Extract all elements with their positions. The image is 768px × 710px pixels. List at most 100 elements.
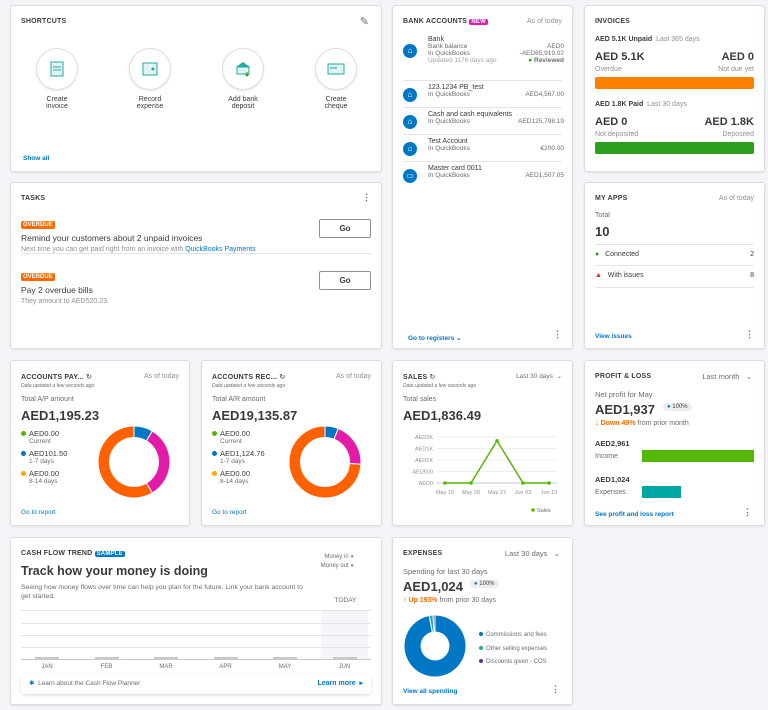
not-due-amount[interactable]: AED 0 — [721, 51, 754, 63]
ar-donut-chart[interactable] — [288, 425, 362, 499]
donut-slice[interactable] — [403, 614, 467, 678]
overdue-bar[interactable] — [595, 77, 754, 89]
arrow-up-icon: ↑ — [403, 597, 407, 604]
value: AED1,507.05 — [525, 172, 564, 179]
not-due-label: Not due yet — [718, 66, 754, 73]
bank-account-row[interactable]: ⌂ 123.1234 PB_test In QuickBooks AED4,567.… — [403, 84, 564, 106]
sales-point[interactable] — [469, 481, 473, 485]
updated-note: Data updated a few seconds ago — [21, 383, 95, 389]
bank-account-row[interactable]: ▭ Master card 0011 In QuickBooks AED1,507.… — [403, 165, 564, 187]
go-button[interactable]: Go — [319, 271, 371, 290]
play-arrow-icon: ▸ — [359, 680, 363, 687]
sales-point[interactable] — [547, 481, 551, 485]
legend-item[interactable]: AED0.00 8-14 days — [21, 469, 67, 485]
legend-item[interactable]: Commissions and fees — [479, 629, 547, 643]
legend-item[interactable]: AED1,124.76 1-7 days — [212, 449, 265, 465]
legend-item[interactable]: AED101.50 1-7 days — [21, 449, 67, 465]
more-options-icon[interactable]: ⋮ — [362, 192, 371, 202]
more-options-icon[interactable]: ⋮ — [745, 329, 754, 339]
task-item: OVERDUE Remind your customers about 2 un… — [21, 213, 256, 253]
banner-text: Learn about the Cash Flow Planner — [38, 680, 141, 687]
shortcut-record-expense[interactable]: Record expense — [120, 96, 180, 110]
more-options-icon[interactable]: ⋮ — [743, 507, 752, 517]
deposited-amount[interactable]: AED 1.8K — [704, 116, 754, 128]
period: Last 30 days — [647, 101, 687, 108]
ap-donut-chart[interactable] — [97, 425, 171, 499]
see-pl-report-link[interactable]: See profit and loss report — [595, 511, 674, 518]
dot-icon — [479, 659, 483, 663]
period-dropdown[interactable]: Last 30 days ⌄ — [505, 549, 560, 558]
legend-item[interactable]: AED0.00 Current — [212, 429, 265, 445]
label: Connected — [605, 251, 639, 258]
cheque-icon[interactable] — [315, 48, 357, 90]
amount: AED0.00 — [29, 469, 60, 478]
shortcut-add-bank-deposit[interactable]: Add bank deposit — [213, 96, 273, 110]
percent-badge: ● 100% — [470, 580, 499, 588]
donut-slice[interactable] — [145, 430, 171, 494]
go-to-registers-link[interactable]: Go to registers ⌄ — [408, 334, 462, 342]
donut-slice[interactable] — [288, 425, 362, 499]
as-of: As of today — [335, 373, 371, 380]
label: Add bank — [228, 96, 258, 103]
donut-slice[interactable] — [432, 614, 436, 633]
pencil-icon[interactable]: ✎ — [359, 16, 369, 28]
card-title: MY APPS — [595, 195, 628, 202]
go-button[interactable]: Go — [319, 219, 371, 238]
expenses-donut-chart[interactable] — [403, 614, 467, 678]
go-to-report-link[interactable]: Go to report — [212, 509, 247, 516]
bank-account-row[interactable]: ⌂ Test Account In QuickBooks €200.00 — [403, 138, 564, 160]
go-to-report-link[interactable]: Go to report — [21, 509, 56, 516]
chevron-down-icon: ⌄ — [456, 335, 462, 342]
deposited-bar[interactable] — [595, 142, 754, 154]
expense-icon[interactable] — [129, 48, 171, 90]
shortcut-create-invoice[interactable]: Create invoice — [27, 96, 87, 110]
learn-more-link[interactable]: Learn more ▸ — [317, 674, 363, 694]
shortcut-create-cheque[interactable]: Create cheque — [306, 96, 366, 110]
show-all-link[interactable]: Show all — [23, 155, 50, 162]
bank-account-row[interactable]: ⌂ Cash and cash equivalents In QuickBooks… — [403, 111, 564, 133]
more-options-icon[interactable]: ⋮ — [553, 329, 562, 339]
donut-slice[interactable] — [97, 425, 154, 499]
invoice-icon[interactable] — [36, 48, 78, 90]
x-tick-label: May 20 — [462, 490, 480, 496]
period: Last 365 days — [656, 36, 700, 43]
y-tick-label: AED2K — [415, 435, 433, 441]
legend-item[interactable]: AED0.00 Current — [21, 429, 67, 445]
sales-line-chart[interactable]: AED0 AED500 AED1K AED1K AED2K May 15 May 20 May… — [393, 427, 574, 527]
issues-row[interactable]: ▲ With issues 8 — [595, 272, 754, 279]
label: Create — [325, 96, 347, 103]
donut-slice[interactable] — [333, 427, 362, 465]
sales-point[interactable] — [443, 481, 447, 485]
sales-point[interactable] — [495, 438, 499, 443]
period-dropdown[interactable]: Last 30 days ⌄ — [516, 372, 562, 380]
card-title: CASH FLOW TREND SAMPLE — [21, 550, 125, 557]
more-options-icon[interactable]: ⋮ — [551, 684, 560, 694]
legend-item[interactable]: Other selling expenses — [479, 643, 547, 657]
legend-item[interactable]: Discounts given - COS — [479, 656, 547, 670]
view-all-spending-link[interactable]: View all spending — [403, 688, 458, 695]
label: Record — [138, 96, 162, 103]
cash-flow-bar — [213, 657, 238, 659]
sales-point[interactable] — [521, 481, 525, 485]
quickbooks-payments-link[interactable]: QuickBooks Payments — [185, 246, 256, 253]
money-out: Money out — [320, 563, 349, 569]
period-dropdown[interactable]: Last month ⌄ — [702, 372, 752, 381]
connected-row[interactable]: ● Connected 2 — [595, 251, 754, 258]
legend-label: Sales — [537, 508, 551, 514]
income-bar[interactable] — [642, 450, 754, 462]
overdue-amount[interactable]: AED 5.1K — [595, 51, 645, 63]
total-label: Total A/R amount — [212, 396, 266, 403]
view-issues-link[interactable]: View issues — [595, 333, 632, 340]
bank-deposit-icon[interactable] — [222, 48, 264, 90]
value: -AED65,919.02 — [519, 50, 564, 57]
refresh-icon[interactable]: ↻ — [429, 374, 436, 381]
expenses-bar[interactable] — [642, 486, 681, 498]
legend-item[interactable]: AED0.00 8-14 days — [212, 469, 265, 485]
task-title: Pay 2 overdue bills — [21, 285, 93, 295]
y-tick-label: AED500 — [413, 470, 434, 476]
cash-flow-planner-banner[interactable]: ✱ Learn about the Cash Flow Planner Lear… — [21, 674, 371, 694]
refresh-icon[interactable]: ↻ — [86, 374, 93, 381]
not-deposited-amount[interactable]: AED 0 — [595, 116, 628, 128]
label: Current — [220, 438, 242, 445]
refresh-icon[interactable]: ↻ — [279, 374, 286, 381]
